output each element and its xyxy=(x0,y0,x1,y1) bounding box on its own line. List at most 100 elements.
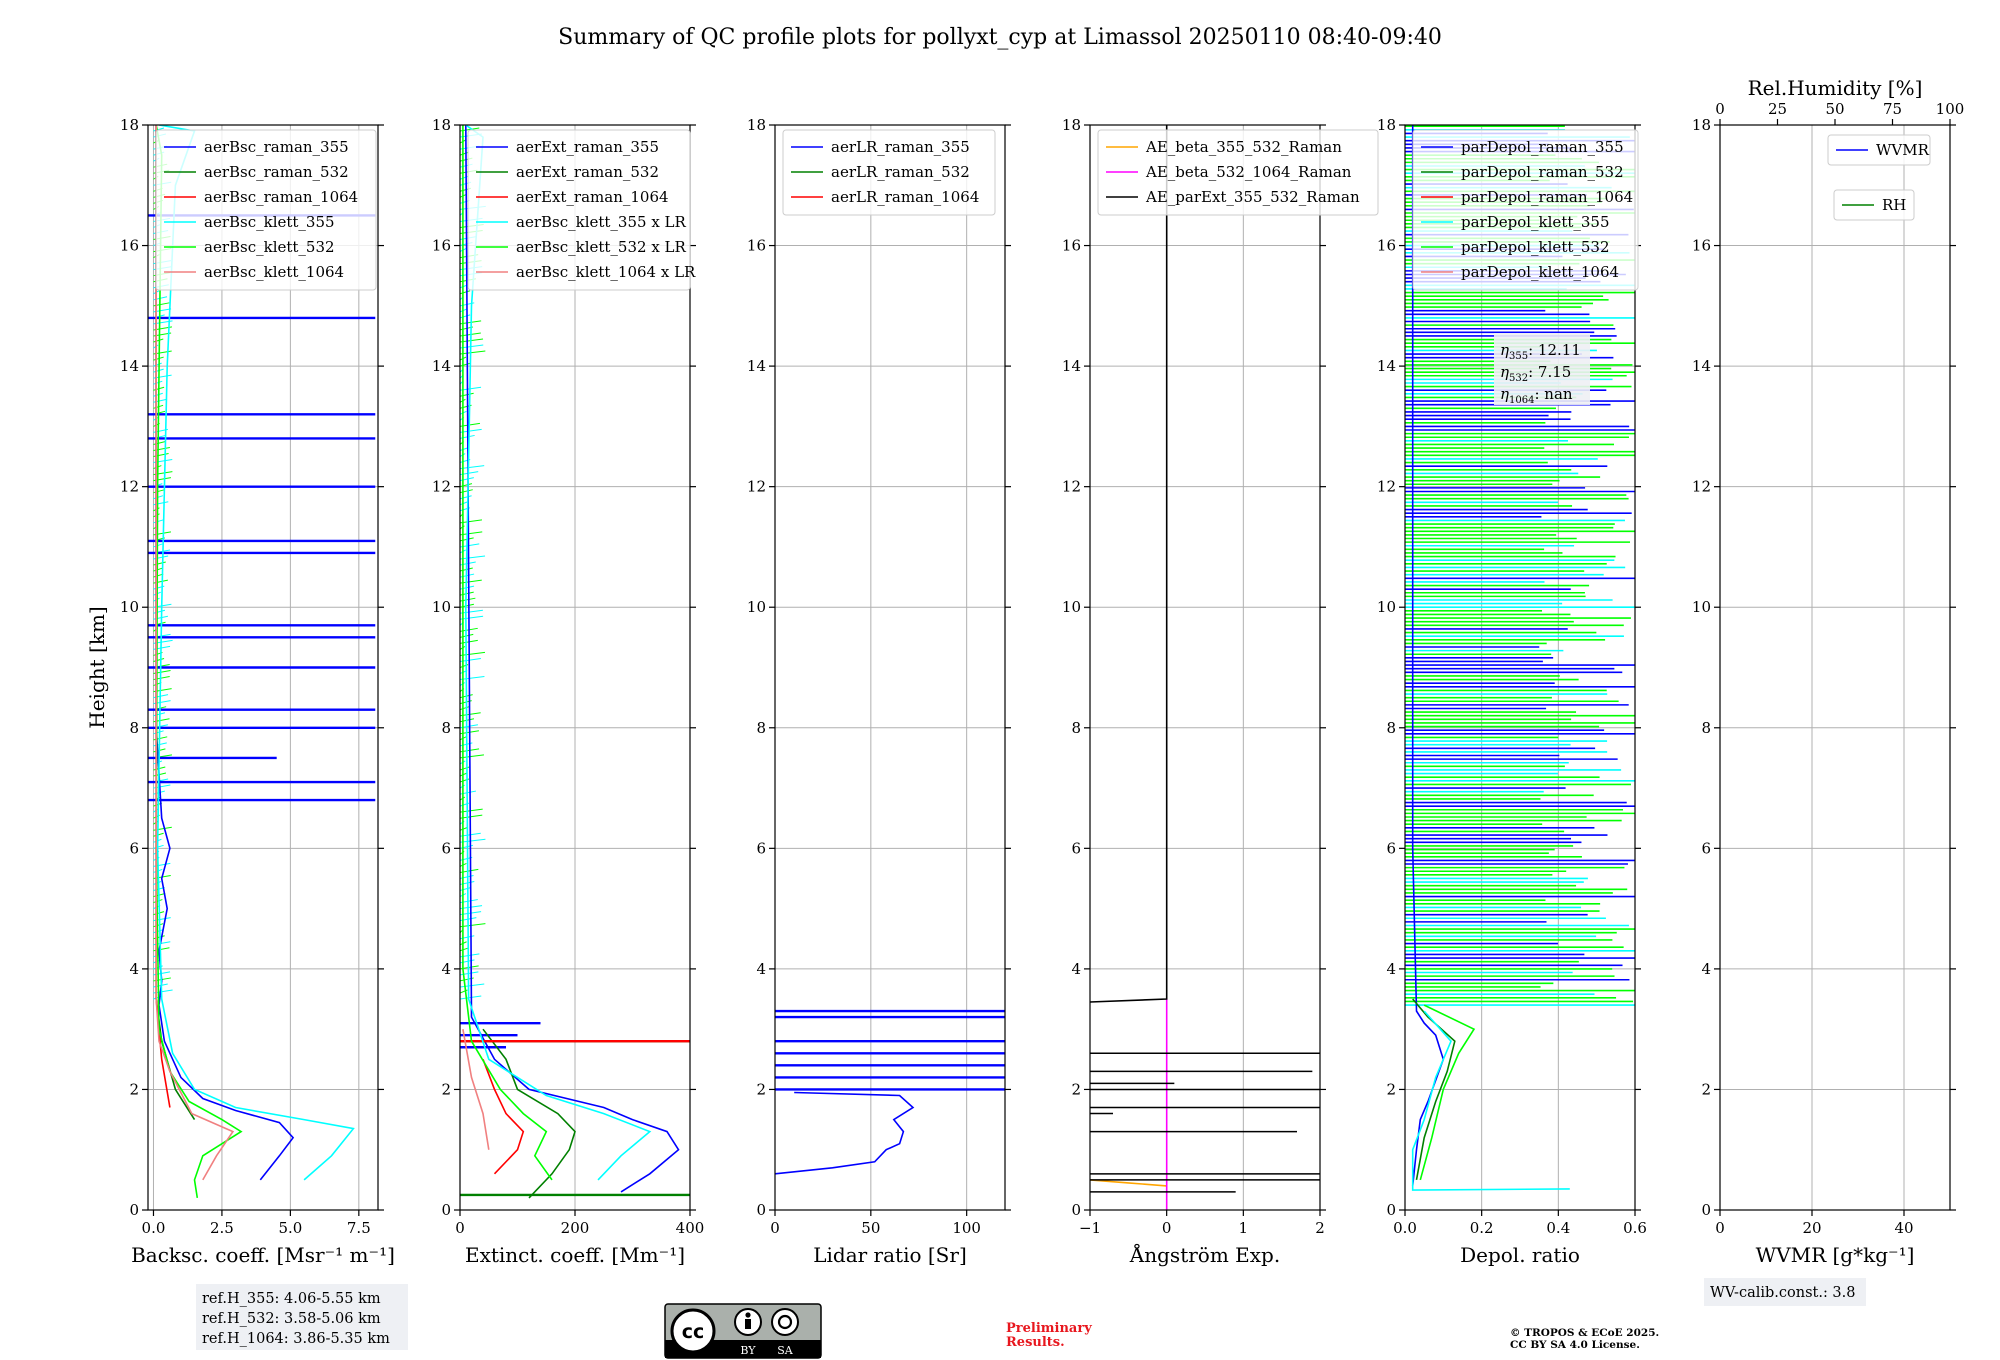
legend-label: aerLR_raman_1064 xyxy=(831,188,979,206)
panel-backscatter: 0 2 4 6 8 10 12 14 16 18 0.0 2.5 5.0 7.5 Backsc. coeff… xyxy=(120,116,408,1350)
series-line-aerBsc_klett_532 xyxy=(155,125,243,1199)
ytick-label: 18 xyxy=(432,116,451,134)
ref-height: ref.H_532: 3.58-5.06 km xyxy=(202,1311,381,1327)
ytick-label: 8 xyxy=(1386,719,1396,737)
legend: aerLR_raman_355 aerLR_raman_532 aerLR_rama… xyxy=(782,129,996,216)
legend-label: aerBsc_klett_1064 x LR xyxy=(516,263,696,281)
ytick-label: 0 xyxy=(1071,1201,1081,1219)
noise-line xyxy=(460,754,485,759)
noise-line xyxy=(153,561,166,566)
noise-line xyxy=(460,495,472,500)
series-group xyxy=(460,125,690,1199)
legend-label: AE_beta_355_532_Raman xyxy=(1145,138,1342,156)
ytick-label: 6 xyxy=(129,839,139,857)
ytick-label: 18 xyxy=(1062,116,1081,134)
legend-label: aerBsc_raman_355 xyxy=(204,138,349,156)
x-axis-label: Backsc. coeff. [Msr⁻¹ m⁻¹] xyxy=(131,1243,395,1267)
xtick-label: 0.0 xyxy=(1393,1219,1417,1237)
xtick-label: 0 xyxy=(455,1219,465,1237)
series-line-parDepol_raman_532 xyxy=(1412,998,1456,1181)
panel-extinction: 0 2 4 6 8 10 12 14 16 18 0 200 400 Extinct. coeff. [M… xyxy=(432,116,704,1267)
noise-line xyxy=(460,344,484,349)
ytick-label: 12 xyxy=(1692,478,1711,496)
top-xtick-label: 100 xyxy=(1936,100,1965,118)
ytick-label: 18 xyxy=(1377,116,1396,134)
xtick-label: 0.4 xyxy=(1546,1219,1570,1237)
legend-label: aerExt_raman_1064 xyxy=(516,188,669,206)
noise-line xyxy=(460,615,484,620)
ref-heights-box: ref.H_355: 4.06-5.55 km ref.H_532: 3.58-5… xyxy=(196,1284,408,1350)
xtick-label: 100 xyxy=(952,1219,981,1237)
xtick-label: 7.5 xyxy=(347,1219,371,1237)
noise-line xyxy=(153,844,164,849)
series-group xyxy=(775,1009,1005,1175)
xtick-label: 0.6 xyxy=(1623,1219,1647,1237)
eta-1064: η1064: nan xyxy=(1500,385,1573,406)
legend: aerExt_raman_355 aerExt_raman_532 aerExt_r… xyxy=(467,129,696,291)
legend-label: aerBsc_klett_532 x LR xyxy=(516,238,687,256)
ytick-label: 14 xyxy=(120,357,139,375)
noise-line xyxy=(153,338,164,343)
legend-label: parDepol_klett_355 xyxy=(1461,213,1610,231)
noise-line xyxy=(460,531,483,536)
series-line-aerBsc_klett_532 x LR xyxy=(462,125,553,1181)
xtick-label: 200 xyxy=(561,1219,590,1237)
cc-icon xyxy=(670,1308,716,1354)
ytick-label: 12 xyxy=(432,478,451,496)
xtick-label: 0.2 xyxy=(1470,1219,1494,1237)
noise-line xyxy=(460,676,485,681)
legend-box xyxy=(782,129,996,216)
ytick-label: 14 xyxy=(1062,357,1081,375)
plot-frame xyxy=(147,124,379,1211)
ref-height: ref.H_1064: 3.86-5.35 km xyxy=(202,1331,390,1347)
ytick-label: 0 xyxy=(1386,1201,1396,1219)
series-line-AE_beta_355_532_Raman xyxy=(1090,1179,1167,1187)
ytick-label: 6 xyxy=(1071,839,1081,857)
noise-line xyxy=(460,706,470,711)
noise-line xyxy=(153,573,164,578)
eta-355: η355: 12.11 xyxy=(1500,341,1581,362)
ytick-label: 6 xyxy=(1386,839,1396,857)
ytick-label: 2 xyxy=(756,1080,766,1098)
ytick-label: 6 xyxy=(756,839,766,857)
ytick-label: 14 xyxy=(432,357,451,375)
noise-line xyxy=(153,440,166,445)
ytick-label: 0 xyxy=(441,1201,451,1219)
plot-frame xyxy=(1404,124,1636,1211)
legend: aerBsc_raman_355 aerBsc_raman_532 aerBsc_r… xyxy=(155,129,377,291)
legend-RH: RH xyxy=(1833,189,1915,221)
ytick-label: 2 xyxy=(441,1080,451,1098)
legend-label: aerBsc_raman_1064 xyxy=(204,188,358,206)
legend-box xyxy=(1097,129,1379,216)
noise-line xyxy=(460,983,485,988)
ytick-label: 16 xyxy=(120,237,139,255)
legend-WVMR: WVMR xyxy=(1827,134,1931,166)
svg-text:cc: cc xyxy=(682,1321,705,1343)
ytick-label: 10 xyxy=(1692,598,1711,616)
ytick-label: 8 xyxy=(1071,719,1081,737)
xtick-label: −1 xyxy=(1079,1219,1101,1237)
ytick-label: 10 xyxy=(747,598,766,616)
ytick-label: 14 xyxy=(1692,357,1711,375)
noise-line xyxy=(153,730,164,735)
top-xtick-label: 75 xyxy=(1883,100,1902,118)
noise-line xyxy=(153,362,162,367)
noise-line xyxy=(460,151,469,156)
plot-frame xyxy=(1719,124,1951,1211)
x-axis-label: Ångström Exp. xyxy=(1129,1242,1280,1267)
y-axis-label: Height [km] xyxy=(85,606,109,728)
noise-line xyxy=(153,657,165,662)
ytick-label: 14 xyxy=(747,357,766,375)
x-axis-label: Extinct. coeff. [Mm⁻¹] xyxy=(465,1243,685,1267)
sa-icon xyxy=(771,1308,799,1336)
xtick-label: 0 xyxy=(1162,1219,1172,1237)
legend-label: aerExt_raman_532 xyxy=(516,163,659,181)
legend-label: AE_beta_532_1064_Raman xyxy=(1145,163,1352,181)
noise-line xyxy=(460,651,486,656)
ytick-label: 6 xyxy=(441,839,451,857)
noise-line xyxy=(460,838,486,843)
noise-line xyxy=(153,489,165,494)
ytick-label: 8 xyxy=(756,719,766,737)
